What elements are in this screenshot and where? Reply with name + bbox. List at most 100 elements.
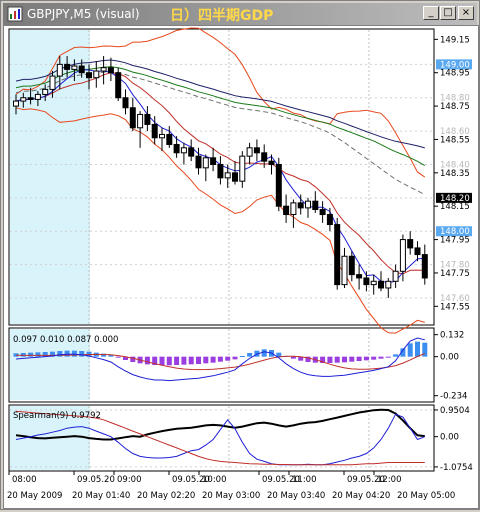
y-tick-label: 149.15 <box>440 35 470 45</box>
candle-bearish <box>319 209 326 216</box>
candle-bearish <box>173 143 180 154</box>
macd-bar-negative <box>320 356 326 363</box>
candle-bearish <box>414 247 421 256</box>
candle-bullish <box>49 75 56 90</box>
time-label: 08:00 <box>12 475 37 485</box>
macd-bar-positive <box>254 350 260 357</box>
minimize-button[interactable]: _ <box>423 6 439 20</box>
y-tick-label: 148.55 <box>440 135 470 145</box>
candle-bullish <box>159 133 165 139</box>
macd-bar-negative <box>210 356 216 363</box>
macd-bar-negative <box>378 356 384 359</box>
macd-signal-line <box>15 352 425 371</box>
macd-bar-negative <box>196 356 201 364</box>
candle-bearish <box>253 147 260 154</box>
macd-bar-negative <box>298 356 304 361</box>
macd-bar-positive <box>247 353 253 357</box>
candle-bearish <box>363 277 370 286</box>
y-tick-label: 148.35 <box>440 169 470 179</box>
candle-bullish <box>399 239 406 272</box>
chart-canvas[interactable]: 149.00148.80148.60148.40148.20148.00147.… <box>4 26 478 508</box>
candle-bearish <box>78 65 85 74</box>
candle-bearish <box>326 214 333 226</box>
maximize-button[interactable]: □ <box>440 6 456 20</box>
price-marker-box <box>436 159 472 170</box>
candle-bearish <box>86 72 92 79</box>
chart-area[interactable]: 149.00 148.80 148.60 148.40 148.20 148.00 147.… <box>3 25 479 509</box>
macd-bar-positive <box>71 350 77 357</box>
candle-bullish <box>239 155 246 182</box>
macd-bar-negative <box>174 356 180 365</box>
date-label: 20 May 03:40 <box>267 491 325 501</box>
price-marker-label: 147.60 <box>440 294 470 304</box>
close-button[interactable]: × <box>458 6 474 20</box>
macd-bar-negative <box>130 356 136 362</box>
candle-bearish <box>334 224 341 286</box>
y-tick-label: 0.00 <box>440 433 459 443</box>
candle-bearish <box>210 157 217 165</box>
window-title: GBPJPY,M5 (visual) <box>27 7 140 21</box>
candle-bearish <box>407 239 414 249</box>
macd-bar-negative <box>232 356 238 360</box>
price-marker-label: 148.80 <box>440 94 470 104</box>
candle-bullish <box>34 93 41 100</box>
candle-bearish <box>348 255 355 276</box>
title-bar[interactable]: GBPJPY,M5 (visual) 日）四半期GDP _ □ × <box>3 3 477 25</box>
spearman-blue-line <box>15 413 425 466</box>
y-tick-label: 148.75 <box>440 102 470 112</box>
candle-bullish <box>71 65 78 70</box>
candle-bullish <box>246 147 253 157</box>
candle-bullish <box>100 67 107 72</box>
candle-bullish <box>370 280 377 286</box>
date-label: 20 May 03:00 <box>202 491 260 501</box>
macd-bar-negative <box>217 356 223 362</box>
time-label: 11:00 <box>292 475 317 485</box>
candle-bearish <box>232 172 238 182</box>
macd-bar-negative <box>356 356 362 361</box>
time-label: 09.05.20 <box>262 475 300 485</box>
y-tick-label: -0.234 <box>440 392 467 402</box>
price-marker-label: 147.80 <box>440 261 470 271</box>
macd-bar-positive <box>79 351 85 357</box>
candle-bullish <box>42 88 49 95</box>
candle-bearish <box>151 123 158 139</box>
macd-bar-negative <box>144 356 150 365</box>
macd-main-line <box>15 337 425 382</box>
y-tick-label: 0.00 <box>440 353 459 363</box>
candle-bullish <box>224 172 231 179</box>
macd-bar-negative <box>181 356 187 365</box>
macd-bar-positive <box>28 352 34 357</box>
price-marker-box <box>436 292 472 303</box>
price-marker-box <box>436 226 472 237</box>
y-tick-label: -1.0754 <box>440 463 473 473</box>
macd-label: 0.097 0.010 0.087 0.000 <box>13 335 118 345</box>
macd-bar-positive <box>108 355 114 357</box>
price-marker-box <box>436 192 472 203</box>
macd-bar-positive <box>35 352 41 357</box>
macd-bar-negative <box>115 356 121 358</box>
time-label: 12:00 <box>377 475 402 485</box>
macd-bar-negative <box>290 356 296 359</box>
candle-bullish <box>305 200 311 209</box>
candle-bullish <box>202 157 209 169</box>
y-tick-label: 0.9504 <box>440 406 470 416</box>
spearman-panel-frame <box>8 404 435 472</box>
macd-bar-negative <box>159 356 165 365</box>
candle-bullish <box>20 97 27 102</box>
date-label: 20 May 01:40 <box>72 491 130 501</box>
candle-bearish <box>421 254 428 279</box>
chart-window-icon <box>7 6 23 22</box>
bollinger-lower-line <box>15 107 425 334</box>
date-label: 20 May 04:20 <box>332 491 390 501</box>
macd-bar-negative <box>203 356 209 364</box>
price-marker-box <box>436 126 472 137</box>
candle-bullish <box>385 280 392 289</box>
candle-bearish <box>115 72 122 99</box>
y-tick-label: 147.95 <box>440 236 470 246</box>
candle-bearish <box>188 147 195 157</box>
price-marker-box <box>436 59 472 70</box>
y-tick-label: 0.132 <box>440 331 464 341</box>
macd-bar-positive <box>239 356 245 357</box>
macd-bar-negative <box>123 356 128 360</box>
